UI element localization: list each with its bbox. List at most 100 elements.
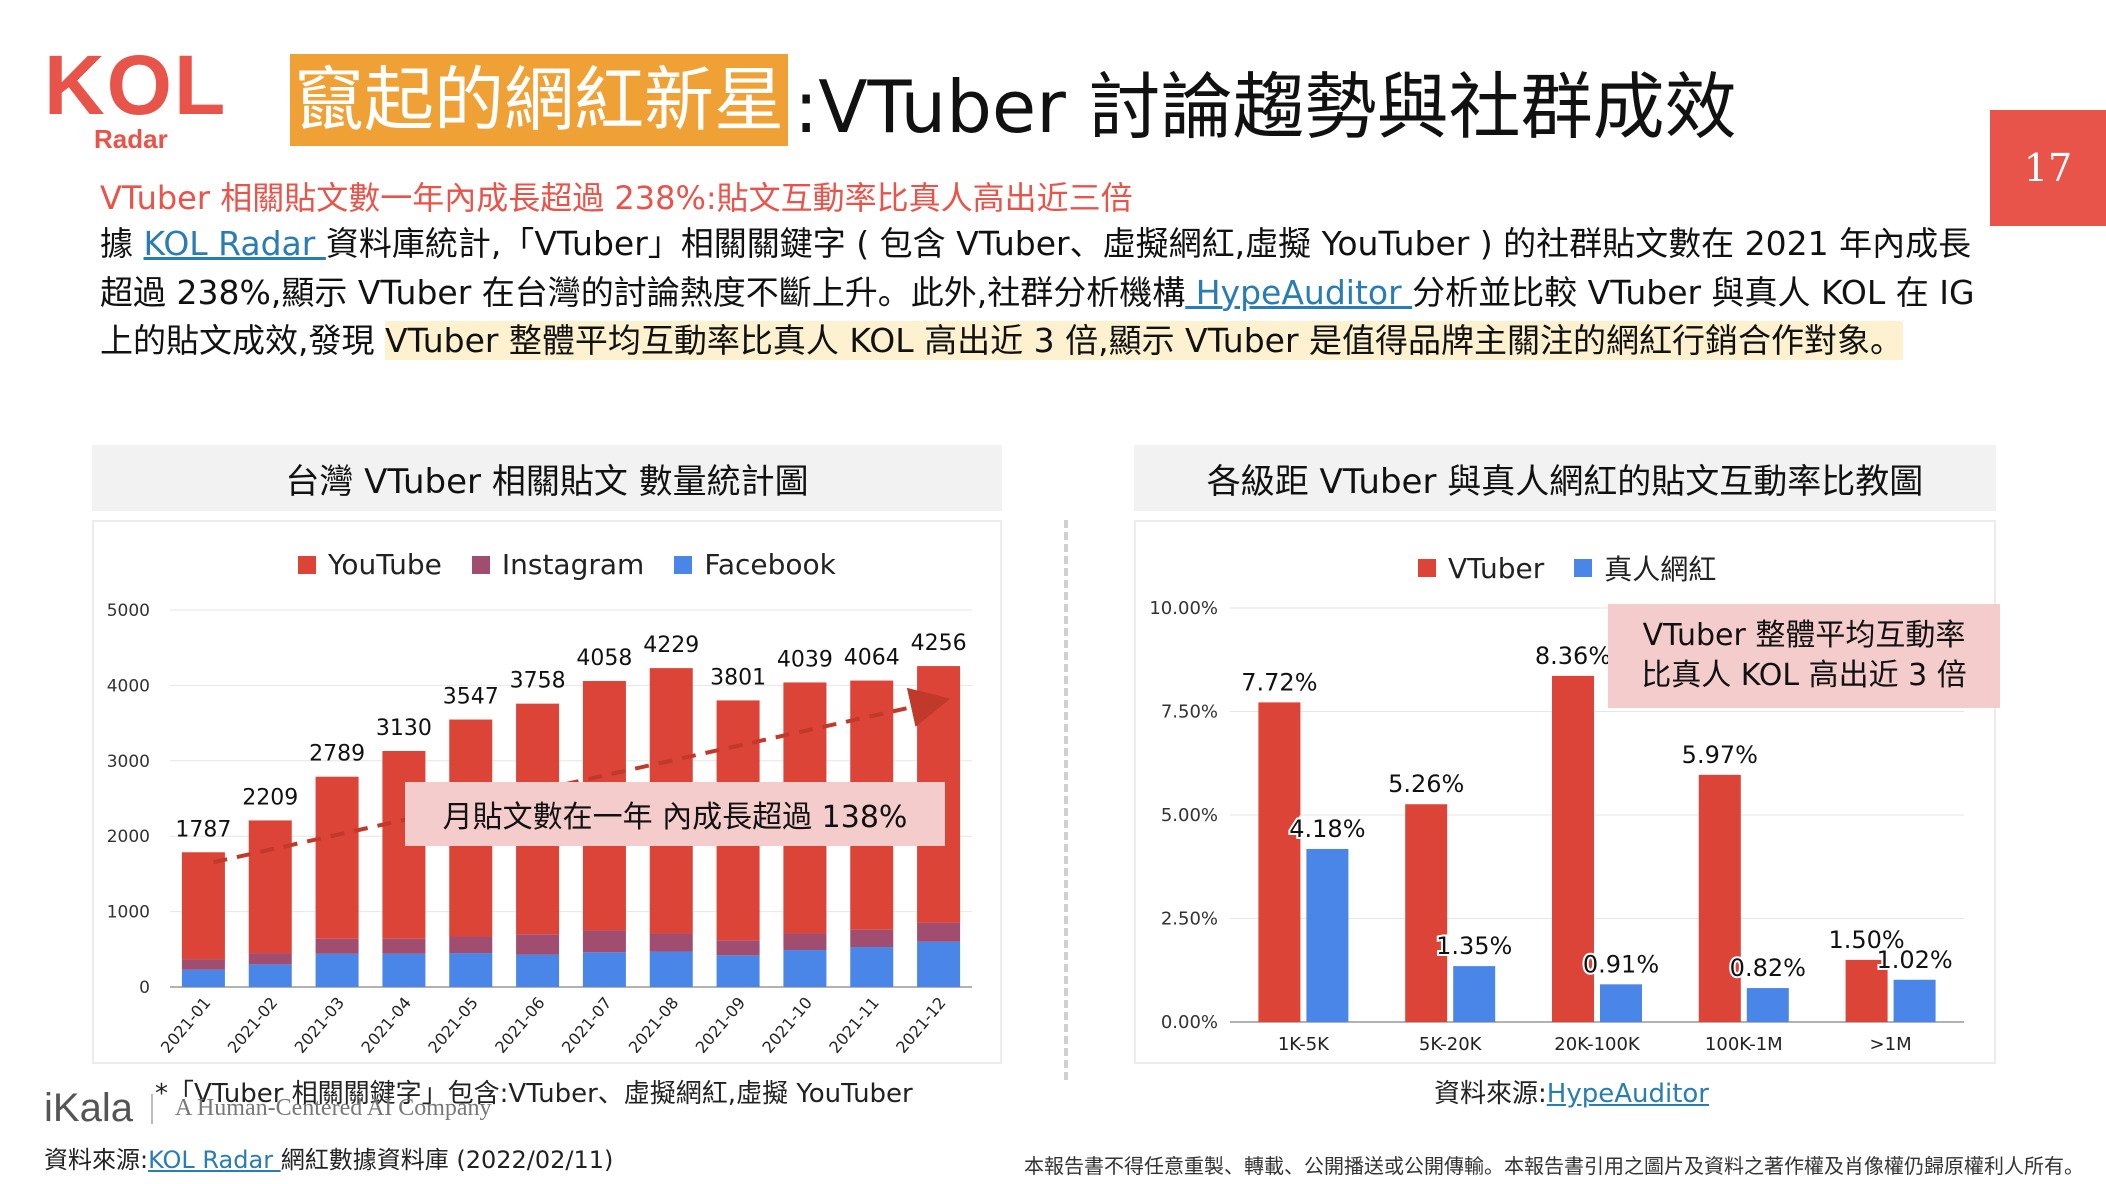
copyright-notice: 本報告書不得任意重製、轉載、公開播送或公開傳輸。本報告書引用之圖片及資料之著作權… — [1024, 1154, 2084, 1178]
value-label: 0.91% — [1583, 950, 1659, 978]
engagement-bar-chart: 0.00% 2.50% 5.00% 7.50% 10.00% 7.72% 4.18% 1K-5… — [1149, 598, 1964, 1055]
bar-segment-youtube — [248, 820, 292, 954]
legend-swatch — [471, 555, 490, 574]
bar-segment-instagram — [382, 938, 426, 954]
legend-real-kol: 真人網紅 — [1574, 548, 1716, 588]
total-label: 2789 — [309, 742, 365, 767]
bar-segment-instagram — [248, 953, 292, 965]
x-tick-label: 2021-02 — [224, 993, 282, 1056]
bar-vtuber — [1552, 675, 1594, 1022]
legend-youtube: YouTube — [298, 548, 442, 581]
bar-segment-facebook — [649, 951, 693, 987]
bar-segment-facebook — [382, 953, 426, 987]
ikala-logo: iKala — [44, 1086, 133, 1130]
right-chart-title: 各級距 VTuber 與真人網紅的貼文互動率比教圖 — [1134, 445, 1996, 511]
title-rest: :VTuber 討論趨勢與社群成效 — [794, 64, 1737, 149]
value-label: 1.35% — [1436, 932, 1512, 960]
total-label: 4229 — [643, 633, 699, 658]
y-tick-label: 10.00% — [1149, 598, 1218, 619]
footer-source: 資料來源:KOL Radar 網紅數據資料庫 (2022/02/11) — [44, 1140, 613, 1175]
source-label: 資料來源: — [44, 1146, 149, 1174]
value-label: 0.82% — [1730, 954, 1806, 982]
keyword-footnote: *「VTuber 相關關鍵字」包含:VTuber、虛擬網紅,虛擬 YouTube… — [155, 1079, 913, 1109]
value-label: 7.72% — [1241, 668, 1317, 696]
x-tick-label: 2021-05 — [424, 993, 482, 1056]
bar-segment-youtube — [181, 852, 225, 960]
total-label: 4256 — [911, 631, 967, 656]
callout-line-2: 比真人 KOL 高出近 3 倍 — [1641, 658, 1967, 693]
bar-segment-instagram — [315, 938, 359, 954]
x-tick-label: 1K-5K — [1278, 1034, 1330, 1055]
left-chart-title: 台灣 VTuber 相關貼文 數量統計圖 — [92, 445, 1002, 511]
value-label: 5.26% — [1388, 770, 1464, 798]
hypeauditor-link[interactable]: HypeAuditor — [1185, 272, 1413, 312]
total-label: 3547 — [443, 685, 499, 710]
y-tick-label: 5000 — [107, 601, 150, 621]
x-tick-label: 2021-09 — [692, 993, 750, 1056]
bar-segment-facebook — [716, 955, 760, 987]
legend-label: 真人網紅 — [1604, 553, 1717, 586]
bar-segment-facebook — [248, 964, 292, 987]
bar-segment-facebook — [449, 953, 493, 987]
page-number: 17 — [1990, 110, 2106, 226]
growth-callout: 月貼文數在一年 內成長超過 138% — [405, 782, 945, 846]
logo-sub: Radar — [94, 124, 168, 154]
brand-separator — [150, 1093, 153, 1124]
x-tick-label: 2021-01 — [157, 993, 215, 1056]
bar-vtuber — [1698, 774, 1741, 1022]
legend-label: Instagram — [501, 548, 645, 581]
x-tick-label: 2021-08 — [625, 993, 683, 1056]
source-label: 資料來源: — [1434, 1079, 1547, 1109]
para-text-2: 資料庫統計,「VTuber」相關關鍵字 ( 包含 VTuber、虛擬網紅,虛擬 … — [100, 224, 1972, 312]
y-tick-label: 4000 — [107, 676, 150, 696]
y-tick-label: 0.00% — [1161, 1012, 1218, 1033]
bar-segment-instagram — [582, 930, 626, 953]
x-tick-label: 2021-11 — [825, 993, 883, 1056]
kol-radar-logo: KOL Radar — [44, 38, 228, 160]
y-tick-label: 7.50% — [1161, 702, 1218, 723]
x-tick-label: 2021-12 — [892, 993, 950, 1056]
legend-instagram: Instagram — [471, 548, 645, 581]
x-tick-label: 20K-100K — [1554, 1034, 1641, 1055]
para-text-1: 據 — [100, 224, 144, 263]
bar-segment-instagram — [181, 959, 225, 970]
page-title: 竄起的網紅新星 :VTuber 討論趨勢與社群成效 — [290, 52, 1737, 149]
bar-real-kol — [1453, 966, 1496, 1022]
x-tick-label: 2021-03 — [291, 993, 349, 1056]
kol-radar-source-link[interactable]: KOL Radar — [148, 1146, 281, 1174]
bar-vtuber — [1845, 959, 1888, 1022]
bar-vtuber — [1258, 702, 1301, 1022]
bar-segment-instagram — [716, 940, 760, 956]
y-tick-label: 1000 — [107, 903, 150, 923]
x-tick-label: 100K-1M — [1705, 1034, 1783, 1055]
legend-swatch — [1418, 559, 1436, 577]
bar-segment-facebook — [783, 950, 827, 987]
value-label: 1.50% — [1828, 926, 1904, 954]
x-tick-label: 2021-04 — [357, 993, 415, 1056]
bar-real-kol — [1893, 979, 1936, 1022]
legend-swatch — [298, 555, 316, 574]
legend-vtuber: VTuber — [1418, 552, 1544, 585]
legend-label: YouTube — [328, 548, 442, 581]
para-text-3: 分析並比較 VTuber 與真人 KOL 在 IG 上的貼文成效,發現 — [100, 272, 1975, 361]
bar-real-kol — [1600, 984, 1642, 1022]
y-tick-label: 5.00% — [1161, 805, 1218, 826]
total-label: 1787 — [175, 817, 231, 842]
callout-line-1: VTuber 整體平均互動率 — [1642, 618, 1966, 653]
total-label: 3758 — [510, 669, 566, 694]
subtitle: VTuber 相關貼文數一年內成長超過 238%:貼文互動率比真人高出近三倍 — [100, 179, 1133, 217]
bar-segment-instagram — [783, 933, 827, 951]
y-tick-label: 3000 — [107, 752, 150, 772]
bar-real-kol — [1306, 848, 1349, 1022]
logo-brand: KOL — [44, 38, 228, 132]
hypeauditor-source-link[interactable]: HypeAuditor — [1546, 1079, 1709, 1109]
x-tick-label: 2021-07 — [558, 993, 616, 1056]
bar-segment-instagram — [850, 929, 894, 948]
y-tick-label: 2000 — [107, 827, 150, 847]
bar-segment-facebook — [582, 952, 626, 987]
bar-segment-instagram — [516, 934, 560, 955]
y-tick-label: 0 — [139, 978, 150, 998]
legend-label: Facebook — [704, 548, 836, 581]
source-rest: 網紅數據資料庫 (2022/02/11) — [280, 1146, 614, 1174]
kol-radar-link[interactable]: KOL Radar — [143, 224, 326, 263]
